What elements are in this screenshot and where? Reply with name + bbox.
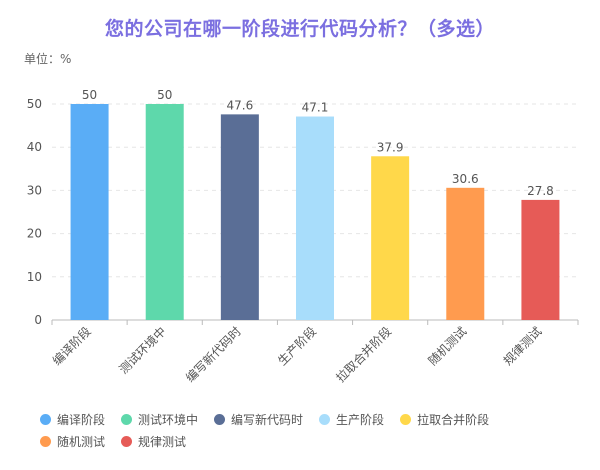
legend-item[interactable]: 规律测试 — [121, 433, 186, 450]
bar — [521, 199, 560, 320]
legend-row: 编译阶段 测试环境中 编写新代码时 生产阶段 拉取合并阶段 — [40, 408, 580, 430]
bar — [446, 187, 485, 320]
bar — [70, 104, 109, 320]
legend-label: 生产阶段 — [336, 412, 385, 427]
x-tick-label: 编译阶段 — [49, 324, 94, 369]
legend-swatch-icon — [121, 435, 133, 447]
legend-item[interactable]: 拉取合并阶段 — [400, 411, 489, 428]
legend-label: 拉取合并阶段 — [417, 412, 490, 427]
legend-label: 随机测试 — [57, 434, 106, 449]
y-tick-label: 10 — [27, 270, 42, 284]
x-tick-label: 测试环境中 — [116, 324, 169, 377]
x-tick-label: 拉取合并阶段 — [333, 324, 395, 386]
legend-item[interactable]: 随机测试 — [40, 433, 105, 450]
legend-item[interactable]: 生产阶段 — [319, 411, 384, 428]
data-label: 47.6 — [226, 98, 253, 112]
y-tick-label: 0 — [34, 313, 42, 327]
y-tick-label: 40 — [27, 140, 42, 154]
legend-swatch-icon — [40, 413, 51, 425]
bar — [220, 114, 259, 320]
x-tick-label: 随机测试 — [425, 324, 470, 369]
legend-item[interactable]: 测试环境中 — [121, 411, 198, 428]
x-tick-label: 规律测试 — [500, 324, 545, 369]
legend-swatch-icon — [121, 413, 133, 425]
x-tick-label: 生产阶段 — [275, 324, 320, 369]
legend-row: 随机测试 规律测试 — [40, 430, 580, 452]
bar — [371, 156, 410, 320]
legend: 编译阶段 测试环境中 编写新代码时 生产阶段 拉取合并阶段 随机测试 规律测试 — [40, 408, 580, 452]
x-tick-label: 编写新代码时 — [182, 324, 244, 386]
unit-label: 单位：% — [24, 52, 72, 66]
y-tick-label: 20 — [27, 227, 42, 241]
legend-swatch-icon — [400, 413, 412, 425]
legend-label: 编写新代码时 — [231, 412, 304, 427]
legend-label: 编译阶段 — [57, 412, 106, 427]
legend-item[interactable]: 编写新代码时 — [214, 411, 303, 428]
bar-chart: 0 10 20 30 40 50 50 编译阶段 50 测试环境中 47.6 编写新代码时 47.1 生产… — [27, 88, 579, 386]
data-label: 30.6 — [452, 172, 479, 186]
legend-label: 规律测试 — [138, 434, 187, 449]
legend-item[interactable]: 编译阶段 — [40, 411, 105, 428]
data-label: 27.8 — [527, 184, 554, 198]
legend-swatch-icon — [214, 413, 226, 425]
data-label: 37.9 — [377, 140, 404, 154]
data-label: 50 — [82, 88, 97, 102]
bar — [145, 104, 184, 320]
data-label: 50 — [157, 88, 172, 102]
chart-title: 您的公司在哪一阶段进行代码分析？（多选） — [104, 18, 495, 40]
y-tick-label: 30 — [27, 183, 42, 197]
y-tick-label: 50 — [27, 97, 42, 111]
data-label: 47.1 — [302, 101, 329, 115]
legend-swatch-icon — [319, 413, 331, 425]
bar — [296, 116, 334, 320]
legend-swatch-icon — [40, 435, 51, 447]
legend-label: 测试环境中 — [138, 412, 199, 427]
